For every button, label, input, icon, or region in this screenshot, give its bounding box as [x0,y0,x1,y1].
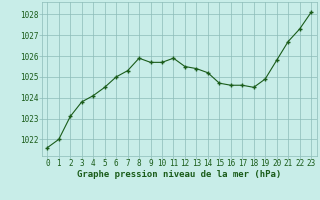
X-axis label: Graphe pression niveau de la mer (hPa): Graphe pression niveau de la mer (hPa) [77,170,281,179]
